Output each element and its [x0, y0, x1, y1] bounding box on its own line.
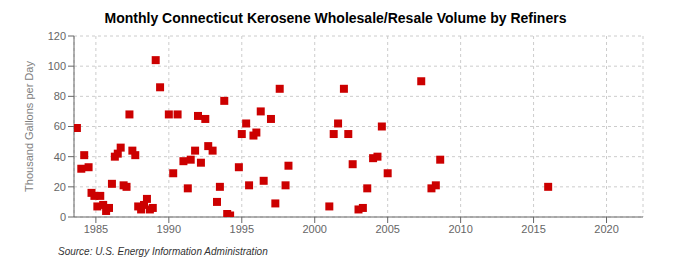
svg-text:2010: 2010 [448, 223, 472, 235]
svg-text:0: 0 [60, 211, 66, 223]
svg-text:100: 100 [48, 60, 66, 72]
svg-text:2020: 2020 [594, 223, 618, 235]
svg-text:40: 40 [54, 151, 66, 163]
svg-text:1995: 1995 [230, 223, 254, 235]
svg-text:20: 20 [54, 181, 66, 193]
svg-text:Thousand Gallons per Day: Thousand Gallons per Day [23, 61, 35, 192]
html-text:Monthly Connecticut Kerosene W: Monthly Connecticut Kerosene Wholesale/R… [104, 10, 567, 26]
svg-text:2005: 2005 [375, 223, 399, 235]
svg-text:120: 120 [48, 30, 66, 42]
svg-text:1985: 1985 [84, 223, 108, 235]
svg-text:2000: 2000 [302, 223, 326, 235]
svg-text:1990: 1990 [157, 223, 181, 235]
html-text:Source: U.S. Energy Informatio: Source: U.S. Energy Information Administ… [58, 246, 268, 257]
svg-text:2015: 2015 [521, 223, 545, 235]
svg-text:80: 80 [54, 90, 66, 102]
svg-text:60: 60 [54, 120, 66, 132]
